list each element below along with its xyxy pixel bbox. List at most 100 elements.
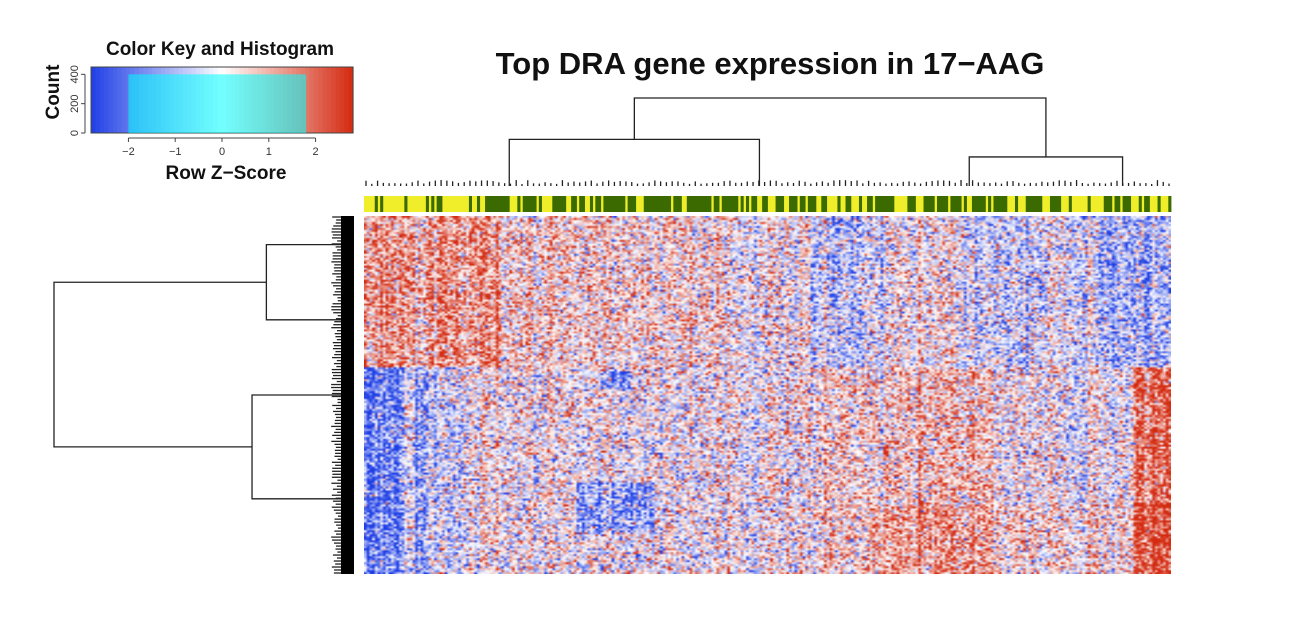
annotation-cell <box>745 196 750 212</box>
color-key-swatch <box>318 67 324 133</box>
annotation-cell <box>775 196 779 212</box>
column-dendrogram <box>365 97 1170 186</box>
color-key-swatch <box>339 67 345 133</box>
color-key-swatch <box>112 67 118 133</box>
annotation-cell <box>579 196 583 212</box>
annotation-cell <box>468 196 472 212</box>
color-key-y-axis: 0 200 400 <box>69 65 86 136</box>
annotation-cell <box>875 196 879 212</box>
annotation-cell <box>498 196 502 212</box>
color-key-swatch <box>99 67 105 133</box>
annotation-cell <box>1168 196 1172 212</box>
color-key-y-tick-label: 0 <box>69 130 81 136</box>
annotation-cell <box>374 196 378 212</box>
annotation-cell <box>1033 196 1037 212</box>
row-side-bar <box>341 216 354 574</box>
annotation-cell <box>953 196 957 212</box>
annotation-cell <box>525 196 529 212</box>
annotation-cell <box>974 196 978 212</box>
annotation-cell <box>622 196 626 212</box>
annotation-cell <box>764 196 768 212</box>
annotation-cell <box>1025 196 1029 212</box>
annotation-cell <box>1058 196 1062 212</box>
annotation-cell <box>1122 196 1126 212</box>
annotation-cell <box>931 196 935 212</box>
color-key-histogram-bar <box>128 74 307 133</box>
annotation-cell <box>530 196 534 212</box>
annotation-cell <box>533 196 537 212</box>
annotation-cell <box>1117 196 1121 212</box>
annotation-cell <box>692 196 696 212</box>
annotation-cell <box>1114 196 1118 212</box>
annotation-cell <box>571 196 575 212</box>
annotation-cell <box>926 196 930 212</box>
annotation-cell <box>958 196 962 212</box>
annotation-cell <box>705 196 709 212</box>
color-key-x-tick-label: −1 <box>169 146 182 158</box>
color-key-swatch <box>121 67 127 133</box>
annotation-cell <box>780 196 785 212</box>
annotation-cell <box>880 196 884 212</box>
annotation-cell <box>988 196 992 212</box>
annotation-cell <box>501 196 505 212</box>
annotation-cell <box>837 196 841 212</box>
annotation-cell <box>436 196 440 212</box>
annotation-cell <box>517 196 521 212</box>
annotation-cell <box>823 196 828 212</box>
annotation-cell <box>928 196 932 212</box>
color-key-swatch <box>335 67 341 133</box>
color-key-xlabel: Row Z−Score <box>166 163 287 184</box>
annotation-cell <box>619 196 623 212</box>
color-key-histogram <box>128 74 307 133</box>
annotation-cell <box>603 196 607 212</box>
annotation-cell <box>665 196 669 212</box>
annotation-cell <box>606 196 610 212</box>
annotation-cell <box>955 196 959 212</box>
row-dendrogram-branch <box>251 394 341 500</box>
annotation-cell <box>877 196 881 212</box>
annotation-cell <box>1125 196 1129 212</box>
annotation-cell <box>404 196 408 212</box>
annotation-cell <box>616 196 620 212</box>
color-key-swatch <box>95 67 101 133</box>
annotation-cell <box>649 196 653 212</box>
annotation-cell <box>732 196 736 212</box>
annotation-cell <box>697 196 701 212</box>
annotation-cell <box>694 196 698 212</box>
annotation-cell <box>858 196 863 212</box>
annotation-cell <box>1087 196 1091 212</box>
color-key-swatch <box>117 67 123 133</box>
annotation-cell <box>495 196 499 212</box>
annotation-cell <box>506 196 510 212</box>
annotation-cell <box>1036 196 1040 212</box>
annotation-cell <box>1068 196 1072 212</box>
heatmap-body <box>364 216 1171 574</box>
annotation-cell <box>1001 196 1005 212</box>
annotation-cell <box>799 196 803 212</box>
annotation-cell <box>1103 196 1107 212</box>
annotation-cell <box>439 196 443 212</box>
color-key-swatch <box>125 67 131 133</box>
annotation-cell <box>923 196 927 212</box>
annotation-cell <box>557 196 561 212</box>
annotation-cell <box>522 196 526 212</box>
annotation-cell <box>686 196 690 212</box>
annotation-cell <box>942 196 946 212</box>
annotation-cell <box>476 196 481 212</box>
annotation-cell <box>380 196 384 212</box>
color-key-title: Color Key and Histogram <box>106 39 334 60</box>
annotation-cell <box>595 196 599 212</box>
annotation-cell <box>581 196 585 212</box>
annotation-cell <box>963 196 967 212</box>
annotation-cell <box>1138 196 1142 212</box>
annotation-cell <box>762 196 766 212</box>
annotation-cell <box>554 196 559 212</box>
annotation-cell <box>721 196 725 212</box>
color-key-swatch <box>108 67 114 133</box>
annotation-cell <box>528 196 532 212</box>
color-key-x-tick-label: −2 <box>122 146 135 158</box>
annotation-cell <box>646 196 650 212</box>
annotation-cell <box>936 196 941 212</box>
color-key-x-tick-label: 2 <box>313 146 319 158</box>
annotation-cell <box>891 196 895 212</box>
